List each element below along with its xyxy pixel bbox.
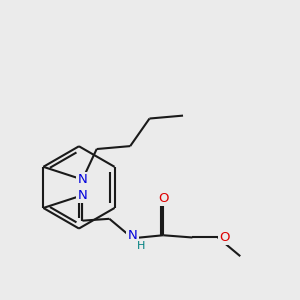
Text: O: O [219, 231, 230, 244]
Text: N: N [78, 189, 87, 202]
Text: N: N [78, 173, 87, 186]
Text: N: N [128, 229, 137, 242]
Text: H: H [136, 241, 145, 251]
Text: O: O [158, 192, 169, 205]
